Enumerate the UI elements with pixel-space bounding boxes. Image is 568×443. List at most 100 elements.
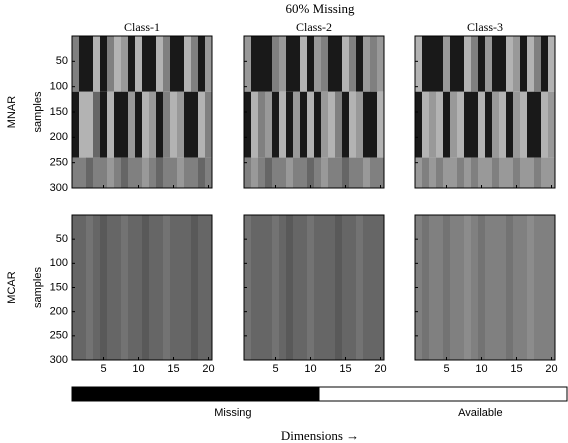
cell [485, 91, 493, 158]
cell [121, 157, 129, 188]
cell [93, 36, 101, 92]
cell [128, 157, 136, 188]
cell [471, 36, 479, 92]
row-label: MNAR [6, 96, 18, 128]
cell [163, 215, 171, 360]
cell [548, 215, 556, 360]
cell [464, 91, 472, 158]
cell [251, 157, 259, 188]
cell [429, 91, 437, 158]
cell [349, 215, 357, 360]
cell [478, 215, 486, 360]
cell [513, 36, 521, 92]
y-tick-label: 250 [50, 157, 68, 169]
cell [177, 36, 185, 92]
cell [100, 91, 108, 158]
cell [436, 91, 444, 158]
cell [300, 36, 308, 92]
cell [314, 36, 322, 92]
y-tick-label: 200 [50, 306, 68, 318]
cell [72, 91, 80, 158]
cell [464, 215, 472, 360]
cell [370, 36, 378, 92]
cell [149, 215, 157, 360]
cell [205, 215, 213, 360]
cell [471, 157, 479, 188]
y-tick-label: 150 [50, 281, 68, 293]
cell [328, 36, 336, 92]
cell [520, 36, 528, 92]
cell [377, 157, 385, 188]
cell [478, 36, 486, 92]
cell [527, 157, 535, 188]
cell [79, 157, 87, 188]
cell [492, 157, 500, 188]
cell [321, 91, 329, 158]
cell [114, 91, 122, 158]
x-tick-label: 15 [510, 363, 522, 375]
cell [170, 91, 178, 158]
cell [265, 36, 273, 92]
cell [121, 91, 129, 158]
cell [422, 91, 430, 158]
cell [177, 157, 185, 188]
cell [520, 157, 528, 188]
cell [548, 91, 556, 158]
cell [457, 36, 465, 92]
colorbar-segment [319, 387, 567, 401]
cell [492, 36, 500, 92]
cell [485, 36, 493, 92]
cell [177, 91, 185, 158]
cell [499, 91, 507, 158]
cell [506, 36, 514, 92]
cell [377, 91, 385, 158]
y-tick-label: 150 [50, 106, 68, 118]
cell [321, 36, 329, 92]
cell [321, 215, 329, 360]
cell [279, 215, 287, 360]
x-tick-label: 5 [443, 363, 449, 375]
cell [286, 157, 294, 188]
cell [135, 36, 143, 92]
cell [272, 215, 280, 360]
cell [205, 36, 213, 92]
cell [198, 36, 206, 92]
cell [356, 215, 364, 360]
cell [184, 91, 192, 158]
cell [471, 91, 479, 158]
cell [307, 215, 315, 360]
cell [184, 215, 192, 360]
cell [279, 36, 287, 92]
cell [163, 36, 171, 92]
cell [485, 215, 493, 360]
cell [258, 157, 266, 188]
cell [191, 215, 199, 360]
cell [349, 36, 357, 92]
cell [86, 91, 94, 158]
cell [464, 36, 472, 92]
y-tick-label: 300 [50, 182, 68, 194]
y-tick-label: 200 [50, 131, 68, 143]
cell [377, 36, 385, 92]
cell [443, 157, 451, 188]
cell [86, 36, 94, 92]
cell [335, 91, 343, 158]
cell [258, 36, 266, 92]
cell [429, 157, 437, 188]
cell [506, 215, 514, 360]
x-tick-label: 20 [374, 363, 386, 375]
cell [205, 91, 213, 158]
y-tick-label: 100 [50, 257, 68, 269]
cell [450, 215, 458, 360]
cell [258, 215, 266, 360]
colorbar-segment [72, 387, 320, 401]
cell [513, 157, 521, 188]
cell [107, 157, 115, 188]
x-tick-label: 5 [100, 363, 106, 375]
cell [272, 157, 280, 188]
cell [422, 215, 430, 360]
cell [170, 36, 178, 92]
cell [457, 215, 465, 360]
cell [244, 36, 252, 92]
cell [377, 215, 385, 360]
